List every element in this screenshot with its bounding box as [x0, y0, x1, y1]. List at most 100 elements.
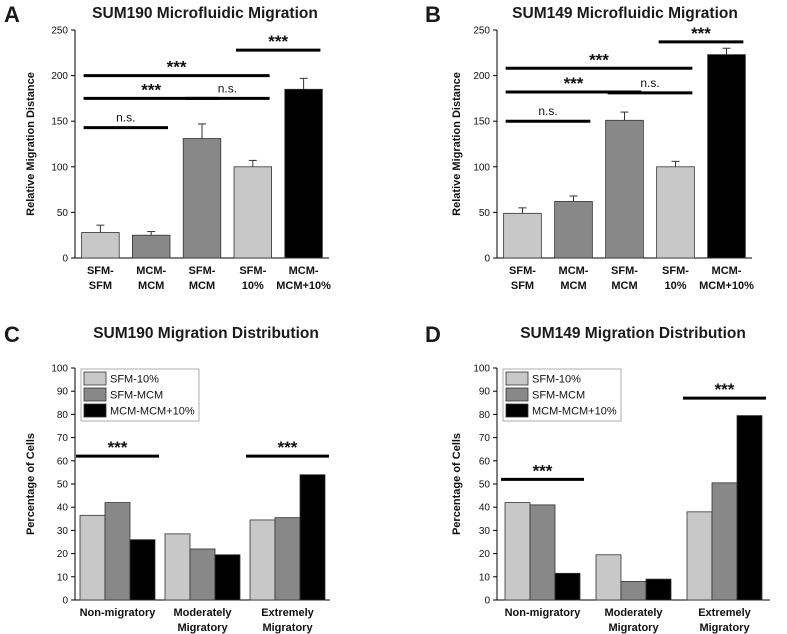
y-axis-label: Relative Migration Distance	[451, 72, 463, 216]
y-tick-label: 100	[473, 364, 490, 375]
legend-swatch	[83, 387, 107, 402]
x-tick-label: SFM	[511, 280, 534, 292]
y-tick-label: 80	[57, 410, 69, 421]
bar	[189, 548, 216, 601]
legend-label: MCM-MCM+10%	[532, 406, 617, 418]
bar	[554, 572, 581, 601]
bar	[736, 415, 763, 601]
x-tick-label: MCM+10%	[276, 280, 331, 292]
x-tick-label: MCM	[189, 280, 215, 292]
legend-swatch	[83, 403, 107, 418]
y-tick-label: 30	[479, 526, 491, 537]
y-tick-label: 60	[479, 456, 491, 467]
bar	[233, 166, 272, 259]
bar	[274, 517, 301, 601]
bar	[707, 54, 746, 259]
legend-swatch	[505, 403, 529, 418]
y-tick-label: 200	[51, 71, 68, 82]
legend-swatch	[83, 371, 107, 386]
significance-label: ***	[533, 461, 553, 480]
x-tick-label: MCM	[611, 280, 637, 292]
y-tick-label: 80	[479, 410, 491, 421]
x-tick-label: MCM-	[712, 265, 742, 277]
y-tick-label: 150	[51, 117, 68, 128]
bar	[299, 474, 326, 601]
legend-label: SFM-MCM	[532, 390, 585, 402]
chart-title: SUM190 Microfluidic Migration	[92, 5, 318, 22]
bar	[605, 119, 644, 259]
x-tick-label: MCM-	[136, 265, 166, 277]
bar	[656, 166, 695, 259]
y-tick-label: 100	[51, 364, 68, 375]
y-tick-label: 50	[479, 480, 491, 491]
bar	[132, 234, 171, 259]
legend-swatch	[505, 387, 529, 402]
significance-label: n.s.	[640, 76, 659, 90]
x-tick-label: SFM-	[611, 265, 638, 277]
bar	[284, 88, 323, 259]
y-tick-label: 150	[473, 117, 490, 128]
y-tick-label: 90	[479, 387, 491, 398]
significance-label: n.s.	[538, 104, 557, 118]
y-tick-label: 100	[473, 162, 490, 173]
chart-title: SUM149 Migration Distribution	[520, 325, 746, 342]
significance-label: ***	[108, 438, 128, 457]
bar	[645, 578, 672, 601]
x-tick-label: SFM	[89, 280, 112, 292]
bar	[81, 232, 120, 259]
significance-label: ***	[589, 50, 609, 69]
bar	[129, 539, 156, 601]
y-tick-label: 30	[57, 526, 69, 537]
x-tick-label: SFM-	[509, 265, 536, 277]
y-tick-label: 50	[479, 208, 491, 219]
y-axis-label: Percentage of Cells	[451, 433, 463, 535]
y-tick-label: 0	[62, 596, 68, 607]
panel-c: C SUM190 Migration Distribution 0 10 20 30 40 5…	[4, 322, 330, 634]
y-tick-label: 10	[479, 572, 491, 583]
y-tick-label: 20	[479, 549, 491, 560]
x-tick-label: 10%	[664, 280, 686, 292]
x-tick-label: MCM+10%	[699, 280, 754, 292]
y-tick-label: 0	[484, 254, 490, 265]
significance-label: n.s.	[116, 111, 135, 125]
x-tick-label: Migratory	[177, 622, 228, 634]
x-tick-label: Extremely	[261, 607, 314, 619]
x-tick-label: Non-migratory	[505, 607, 582, 619]
y-tick-label: 40	[479, 503, 491, 514]
bar	[711, 482, 738, 601]
y-tick-label: 90	[57, 387, 69, 398]
significance-label: ***	[564, 74, 584, 93]
y-tick-label: 50	[57, 480, 69, 491]
y-tick-label: 40	[57, 503, 69, 514]
bar	[686, 511, 713, 601]
y-tick-label: 70	[479, 433, 491, 444]
significance-label: ***	[715, 380, 735, 399]
legend-label: SFM-10%	[110, 374, 159, 386]
significance-label: ***	[141, 80, 161, 99]
x-tick-label: SFM-	[662, 265, 689, 277]
legend: SFM-10% SFM-MCM MCM-MCM+10%	[80, 368, 200, 422]
bar	[595, 554, 622, 601]
panel-a: A SUM190 Microfluidic Migration 0 50 100 150 2…	[4, 2, 331, 292]
x-tick-label: SFM-	[239, 265, 266, 277]
y-tick-label: 0	[62, 254, 68, 265]
bar	[620, 581, 647, 601]
bar	[164, 533, 191, 601]
x-tick-label: Migratory	[608, 622, 659, 634]
x-tick-label: SFM-	[189, 265, 216, 277]
y-tick-label: 60	[57, 456, 69, 467]
panel-letter: A	[4, 2, 20, 27]
bar	[182, 138, 222, 259]
chart-title: SUM149 Microfluidic Migration	[512, 5, 738, 22]
x-tick-label: 10%	[242, 280, 264, 292]
y-tick-label: 200	[473, 71, 490, 82]
bar	[504, 502, 531, 601]
panel-b: B SUM149 Microfluidic Migration 0 50 100 150 2…	[425, 2, 754, 292]
y-tick-label: 10	[57, 572, 69, 583]
x-tick-label: Migratory	[699, 622, 750, 634]
legend: SFM-10% SFM-MCM MCM-MCM+10%	[502, 368, 622, 422]
legend-swatch	[505, 371, 529, 386]
y-tick-label: 70	[57, 433, 69, 444]
x-tick-label: MCM-	[559, 265, 589, 277]
bar	[104, 502, 131, 601]
